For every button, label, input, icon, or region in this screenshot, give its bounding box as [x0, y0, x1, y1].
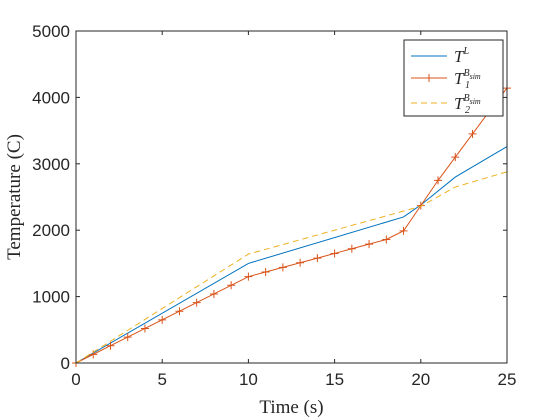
legend-entry-2: TBsim 1 [411, 68, 481, 91]
data-point-marker [416, 201, 425, 210]
y-tick-label: 0 [61, 354, 70, 373]
series-line-3 [75, 171, 508, 364]
data-point-marker [313, 254, 322, 263]
legend-label: TBsim 2 [454, 93, 481, 116]
data-point-marker [330, 249, 339, 258]
data-point-marker [347, 244, 356, 253]
legend-entry-1: TL [411, 46, 469, 66]
x-tick-label: 0 [71, 370, 80, 389]
data-point-marker [140, 324, 149, 333]
data-point-marker [468, 129, 477, 138]
x-tick-label: 20 [411, 370, 430, 389]
legend-label: TL [454, 46, 469, 66]
x-tick-label: 10 [239, 370, 258, 389]
series-2 [72, 84, 511, 367]
y-tick-label: 1000 [32, 288, 70, 307]
series-line-2 [75, 87, 508, 364]
legend-marker-sample [425, 74, 433, 82]
x-tick-label: 15 [325, 370, 344, 389]
y-axis-label: Temperature (C) [4, 134, 25, 260]
y-tick-label: 2000 [32, 221, 70, 240]
x-tick-label: 25 [498, 370, 517, 389]
data-point-marker [278, 263, 287, 272]
data-point-marker [227, 281, 236, 290]
y-tick-label: 5000 [32, 22, 70, 41]
y-tick-label: 3000 [32, 155, 70, 174]
legend-entry-3: TBsim 2 [411, 93, 481, 116]
data-point-marker [434, 176, 443, 185]
x-tick-label: 5 [157, 370, 166, 389]
axes-box [75, 30, 508, 364]
data-point-marker [296, 258, 305, 267]
data-point-marker [175, 307, 184, 316]
data-point-marker [106, 341, 115, 350]
data-point-marker [123, 333, 132, 342]
legend-label: TBsim 1 [454, 68, 481, 91]
data-point-marker [192, 298, 201, 307]
data-point-marker [382, 235, 391, 244]
data-point-marker [261, 268, 270, 277]
data-point-marker [365, 240, 374, 249]
data-point-marker [451, 153, 460, 162]
series-line-1 [75, 146, 508, 364]
data-point-marker [244, 272, 253, 281]
y-tick-label: 4000 [32, 88, 70, 107]
series-3 [75, 171, 508, 364]
x-axis-label: Time (s) [259, 397, 323, 418]
data-point-marker [209, 289, 218, 298]
axes-layer: 0 5 10 15 20 25 0 1000 2000 3000 4000 5000 Time (s) T… [4, 22, 516, 418]
data-point-marker [399, 226, 408, 235]
series-1 [75, 146, 508, 364]
series-layer [72, 84, 511, 367]
data-point-marker [158, 315, 167, 324]
